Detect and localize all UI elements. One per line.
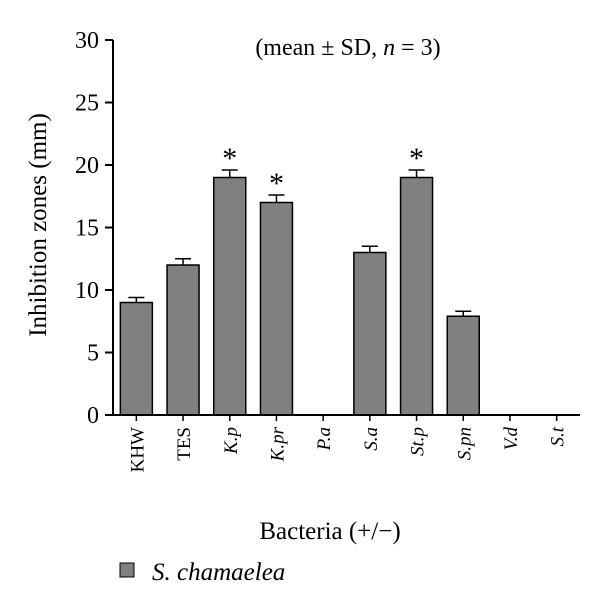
- x-tick-label: S.t: [548, 426, 569, 446]
- significance-marker: *: [409, 142, 424, 175]
- bars-group: * * *: [119, 142, 480, 416]
- y-axis-label: Inhibition zones (mm): [25, 113, 52, 337]
- bar-tes: [166, 264, 200, 416]
- bar-s-pn: [446, 315, 480, 416]
- x-axis: KHW TES K.p K.pr P.a S.a St.p S.pn V.d S.t: [113, 414, 580, 472]
- x-tick-label: S.a: [361, 427, 382, 451]
- x-tick-label: KHW: [127, 427, 148, 472]
- x-tick-label: St.p: [408, 427, 429, 456]
- annotation-after: = 3): [395, 35, 441, 61]
- x-axis-label: Bacteria (+/−): [259, 518, 400, 545]
- legend-label: S. chamaelea: [152, 559, 285, 586]
- significance-marker: *: [222, 142, 237, 175]
- x-tick-label: V.d: [501, 427, 522, 451]
- legend-swatch: [119, 562, 135, 578]
- y-tick-label: 15: [75, 216, 99, 242]
- x-tick-label: K.p: [221, 427, 242, 455]
- x-tick-label: K.pr: [267, 426, 288, 462]
- annotation-n: n: [383, 35, 395, 61]
- y-tick-label: 25: [75, 91, 99, 117]
- x-tick-label: S.pn: [454, 427, 475, 460]
- y-tick-label: 30: [75, 28, 99, 54]
- x-tick-label: P.a: [314, 427, 335, 451]
- y-tick-label: 5: [87, 341, 99, 367]
- significance-marker: *: [269, 167, 284, 200]
- legend: S. chamaelea: [119, 559, 285, 586]
- y-tick-label: 0: [87, 403, 99, 429]
- x-tick-label: TES: [174, 427, 195, 461]
- bar-k-pr: [259, 201, 294, 416]
- y-tick-label: 20: [75, 153, 99, 179]
- y-tick-label: 10: [75, 278, 99, 304]
- annotation-before: (mean ± SD,: [255, 35, 383, 61]
- bar-khw: [119, 301, 154, 416]
- chart-annotation: (mean ± SD, n = 3): [255, 35, 440, 61]
- bar-st-p: [399, 176, 434, 416]
- y-axis: 0 5 10 15 20 25 30: [75, 28, 114, 429]
- bar-s-a: [353, 251, 387, 416]
- bar-k-p: [213, 176, 247, 416]
